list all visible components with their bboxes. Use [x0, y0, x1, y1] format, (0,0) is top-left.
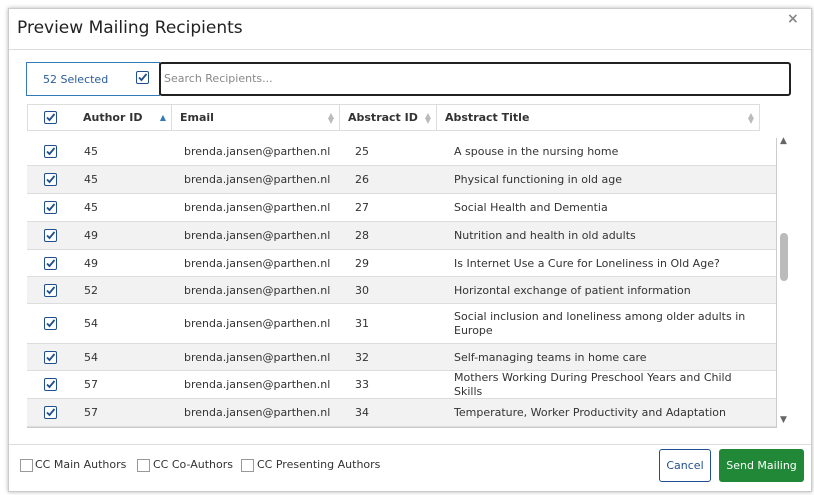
table-cell: 54 [84, 317, 98, 330]
scroll-up[interactable]: ▲ [780, 136, 787, 146]
scroll-thumb[interactable] [780, 233, 788, 281]
table-cell: brenda.jansen@parthen.nl [184, 350, 331, 364]
table-cell: brenda.jansen@parthen.nl [184, 229, 331, 242]
sort-icon[interactable]: ▲ ▼ [327, 110, 334, 125]
row-checkbox[interactable] [44, 229, 57, 242]
cc-checkbox[interactable] [137, 459, 150, 472]
table-row [27, 344, 776, 371]
table-cell: A spouse in the nursing home [454, 145, 619, 158]
scroll-down[interactable]: ▼ [780, 415, 787, 425]
search-input[interactable] [159, 62, 791, 96]
row-checkbox[interactable] [44, 201, 57, 214]
table-cell: brenda.jansen@parthen.nl [184, 283, 331, 297]
sort-icon[interactable]: ▲ ▼ [424, 110, 431, 125]
table-cell: brenda.jansen@parthen.nl [184, 378, 331, 391]
table-cell: 45 [84, 201, 98, 214]
select-all-toggle[interactable] [136, 71, 149, 84]
table-cell: Physical functioning in old age [454, 173, 622, 186]
column-label: Author ID [83, 111, 143, 124]
table-cell: Self-managing teams in home care [454, 350, 647, 364]
send-button[interactable]: Send Mailing [719, 449, 804, 482]
row-checkbox[interactable] [44, 283, 57, 297]
table-cell: brenda.jansen@parthen.nl [184, 145, 331, 158]
table-cell: 27 [355, 201, 369, 214]
row-checkbox[interactable] [44, 317, 57, 330]
table-cell: 32 [355, 350, 369, 364]
table-cell: Nutrition and health in old adults [454, 229, 636, 242]
table-cell: 57 [84, 378, 98, 391]
cc-label: CC Main Authors [35, 458, 127, 471]
table-cell: Social Health and Dementia [454, 201, 608, 214]
table-cell: 33 [355, 378, 369, 391]
table-cell: 31 [355, 317, 369, 330]
table-cell: 49 [84, 229, 98, 242]
column-header[interactable]: Email ▲ ▼ [172, 104, 340, 131]
table-cell: 45 [84, 145, 98, 158]
cc-label: CC Presenting Authors [257, 458, 381, 471]
sort-icon[interactable]: ▲ [159, 113, 166, 122]
row-checkbox[interactable] [44, 350, 57, 364]
table-cell: 57 [84, 406, 98, 419]
table-cell: brenda.jansen@parthen.nl [184, 406, 331, 419]
table-cell: 25 [355, 145, 369, 158]
row-checkbox[interactable] [44, 256, 57, 270]
table-cell: 54 [84, 350, 98, 364]
table-cell: brenda.jansen@parthen.nl [184, 317, 331, 330]
cc-checkbox[interactable] [241, 459, 254, 472]
table-cell: Temperature, Worker Productivity and Ada… [454, 406, 726, 419]
search-placeholder: Search Recipients... [164, 72, 273, 85]
selected-count: 52 Selected [43, 73, 109, 86]
table-row [27, 194, 776, 222]
table-row [27, 222, 776, 250]
table-row [27, 277, 776, 304]
table-cell: 34 [355, 406, 369, 419]
sort-icon[interactable]: ▲ ▼ [747, 110, 754, 125]
row-checkbox[interactable] [44, 406, 57, 419]
table-cell: brenda.jansen@parthen.nl [184, 256, 331, 270]
column-label: Abstract Title [445, 111, 530, 124]
separator [9, 49, 811, 50]
table-cell: Social inclusion and loneliness among ol… [454, 310, 746, 337]
column-label: Abstract ID [348, 111, 418, 124]
row-checkbox[interactable] [44, 173, 57, 186]
dialog-title: Preview Mailing Recipients [17, 18, 243, 38]
close-button[interactable]: × [787, 11, 799, 27]
table-cell: brenda.jansen@parthen.nl [184, 201, 331, 214]
table-row [27, 371, 776, 399]
table-row [27, 399, 776, 427]
column-header[interactable]: Abstract Title ▲ ▼ [437, 104, 760, 131]
cc-label: CC Co-Authors [153, 458, 233, 471]
table-cell: 28 [355, 229, 369, 242]
table-cell: Mothers Working During Preschool Years a… [454, 371, 732, 398]
separator [9, 444, 811, 445]
table-cell: Horizontal exchange of patient informati… [454, 283, 691, 297]
table-cell: Is Internet Use a Cure for Loneliness in… [454, 256, 720, 270]
cc-checkbox[interactable] [20, 459, 33, 472]
table-cell: 26 [355, 173, 369, 186]
column-label: Email [180, 111, 214, 124]
table-cell: 29 [355, 256, 369, 270]
table-row [27, 138, 776, 166]
table-row [27, 250, 776, 277]
table-row [27, 166, 776, 194]
table-row [27, 304, 776, 344]
table-cell: 52 [84, 283, 98, 297]
column-header[interactable]: Author ID ▲ [75, 104, 172, 131]
cancel-button[interactable]: Cancel [659, 449, 711, 482]
table-cell: 49 [84, 256, 98, 270]
table-cell: 45 [84, 173, 98, 186]
header-checkbox[interactable] [44, 111, 57, 124]
row-checkbox[interactable] [44, 378, 57, 391]
table-cell: 30 [355, 283, 369, 297]
row-checkbox[interactable] [44, 145, 57, 158]
column-header[interactable]: Abstract ID ▲ ▼ [340, 104, 437, 131]
table-cell: brenda.jansen@parthen.nl [184, 173, 331, 186]
